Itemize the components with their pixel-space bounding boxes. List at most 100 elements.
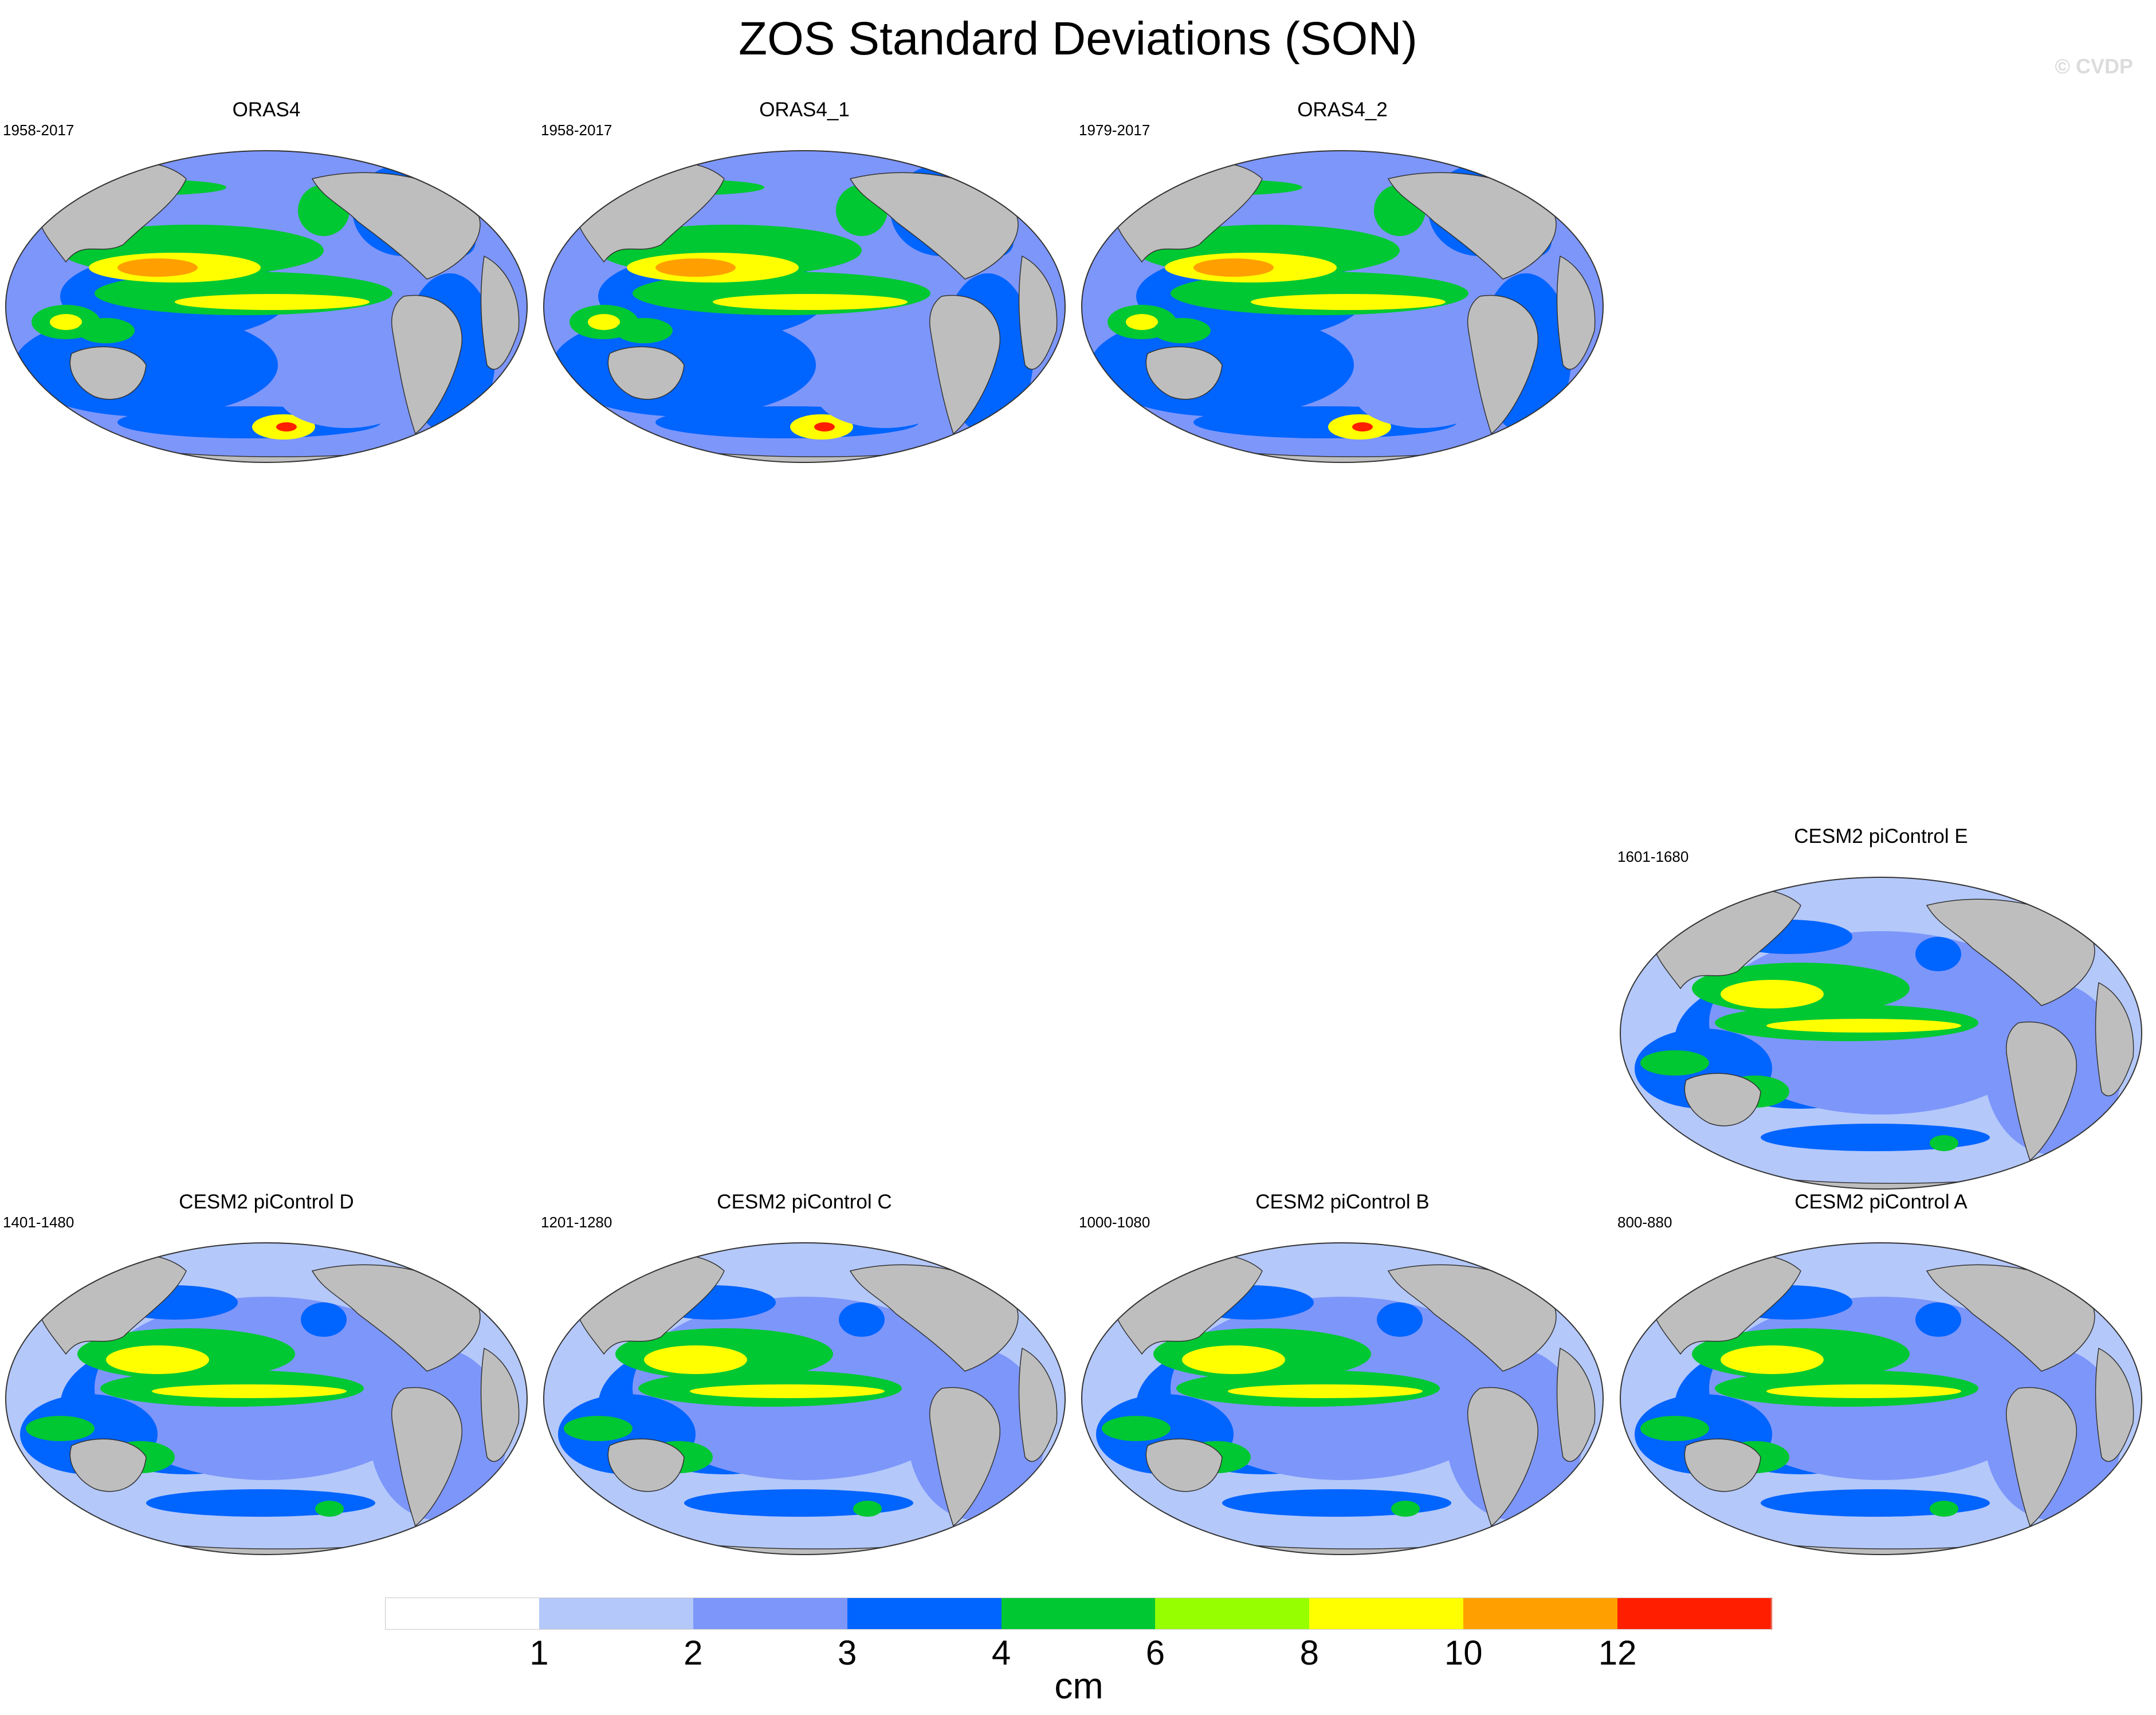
panel-title: ORAS4_1 (759, 99, 850, 121)
variability-region (1193, 258, 1274, 277)
variability-region (1640, 1416, 1709, 1441)
panel-title: CESM2 piControl E (1794, 825, 1968, 847)
variability-region (26, 1416, 95, 1441)
variability-region (1228, 1384, 1423, 1398)
panel-title: ORAS4_2 (1297, 99, 1388, 121)
map-border (1620, 877, 2142, 1190)
variability-region (644, 1345, 747, 1374)
land-mass (1556, 255, 1596, 370)
colorbar-tick-label: 8 (1299, 1634, 1319, 1672)
map-panel: CESM2 piControl E 1601-1680 (1617, 825, 2145, 1203)
colorbar-segment (847, 1598, 1002, 1630)
variability-region (106, 1345, 209, 1374)
land-mass (1145, 1438, 1223, 1492)
land-mass (1926, 898, 2095, 1006)
land-mass (391, 1387, 462, 1527)
land-mass (1387, 172, 1557, 280)
variability-region (276, 422, 297, 431)
panel-years: 1201-1280 (541, 1214, 612, 1231)
variability-region (615, 318, 673, 343)
colorbar-tick-label: 4 (991, 1634, 1011, 1672)
map-panel: CESM2 piControl A 800-880 (1617, 1191, 2145, 1569)
variability-region (1377, 1302, 1423, 1337)
land-mass (311, 1264, 481, 1372)
map-panel: CESM2 piControl D 1401-1480 (3, 1191, 530, 1569)
variability-region (1766, 1019, 1961, 1033)
map-border (5, 150, 528, 463)
map-border (1081, 1242, 1604, 1555)
variability-region (1930, 1135, 1958, 1151)
variability-region (1102, 1416, 1171, 1441)
variability-region (1354, 359, 1491, 428)
panel-years: 1958-2017 (3, 121, 74, 139)
land-mass (2006, 1021, 2077, 1161)
land-mass (1684, 1438, 1761, 1492)
panel-title: CESM2 piControl A (1794, 1191, 1968, 1213)
panel-title: ORAS4 (232, 99, 301, 121)
cvdp-watermark: © CVDP (2055, 54, 2133, 78)
colorbar-tick-label: 12 (1598, 1634, 1637, 1672)
variability-region (117, 258, 198, 277)
land-mass (391, 295, 462, 435)
colorbar-segment (1155, 1598, 1310, 1630)
land-mass (929, 295, 1000, 435)
variability-region (690, 1384, 885, 1398)
variability-region (839, 1302, 885, 1337)
variability-region (1182, 1345, 1285, 1374)
panel-years: 1958-2017 (541, 121, 612, 139)
land-mass (1018, 255, 1058, 370)
land-mass (1684, 1073, 1761, 1127)
variability-region (1352, 422, 1373, 431)
colorbar-segment (1001, 1598, 1156, 1630)
land-mass (69, 346, 147, 400)
colorbar-tick-label: 2 (684, 1634, 703, 1672)
colorbar-tick-label: 6 (1145, 1634, 1165, 1672)
colorbar-frame (385, 1598, 1772, 1630)
variability-region (853, 1501, 882, 1517)
land-mass (607, 346, 685, 400)
variability-region (1915, 937, 1961, 971)
land-mass (849, 1264, 1019, 1372)
map-panel: ORAS4_1 1958-2017 (541, 99, 1068, 477)
variability-region (713, 294, 908, 310)
variability-region (564, 1416, 633, 1441)
land-mass (2095, 1347, 2134, 1462)
variability-region (1126, 314, 1158, 330)
land-mass (1018, 1347, 1058, 1462)
variability-region (1251, 294, 1446, 310)
variability-region (814, 422, 835, 431)
land-mass (2006, 1387, 2077, 1527)
panel-years: 800-880 (1617, 1214, 1672, 1231)
land-mass (480, 255, 520, 370)
world-map (5, 1242, 528, 1555)
panel-title: CESM2 piControl D (179, 1191, 354, 1213)
variability-region (655, 258, 736, 277)
variability-region (1391, 1501, 1420, 1517)
variability-region (1640, 1050, 1709, 1076)
land-mass (1467, 1387, 1538, 1527)
colorbar-segment (1309, 1598, 1464, 1630)
colorbar-segment (539, 1598, 694, 1630)
land-mass (1145, 346, 1223, 400)
colorbar-segment (693, 1598, 848, 1630)
map-panel: ORAS4_2 1979-2017 (1079, 99, 1606, 477)
panel-years: 1979-2017 (1079, 121, 1150, 139)
colorbar (385, 1598, 1772, 1631)
map-border (1620, 1242, 2142, 1555)
land-mass (1467, 295, 1538, 435)
variability-region (1721, 1345, 1824, 1374)
panel-title: CESM2 piControl C (717, 1191, 892, 1213)
world-map (1081, 1242, 1604, 1555)
map-border (543, 1242, 1066, 1555)
variability-region (175, 294, 370, 310)
land-mass (311, 172, 481, 280)
variability-region (77, 318, 135, 343)
world-map (543, 1242, 1066, 1555)
land-mass (480, 1347, 520, 1462)
map-border (1081, 150, 1604, 463)
colorbar-segment (1617, 1598, 1772, 1630)
variability-region (1915, 1302, 1961, 1337)
colorbar-tick-label: 3 (837, 1634, 857, 1672)
colorbar-segment (385, 1598, 540, 1630)
map-border (5, 1242, 528, 1555)
